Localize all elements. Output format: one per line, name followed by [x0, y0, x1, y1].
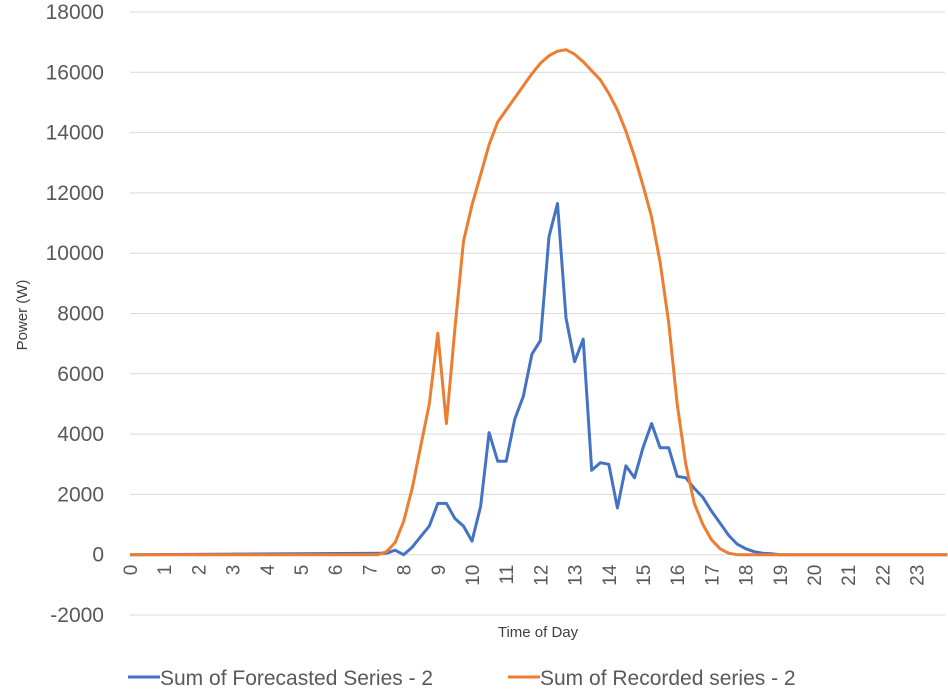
y-tick-label: 14000 — [46, 122, 104, 145]
legend-label-forecasted: Sum of Forecasted Series - 2 — [160, 667, 433, 690]
x-tick-label: 3 — [224, 565, 245, 576]
x-tick-label: 21 — [839, 565, 860, 586]
legend-label-recorded: Sum of Recorded series - 2 — [540, 667, 796, 690]
x-tick-label: 22 — [873, 565, 894, 586]
x-tick-label: 13 — [566, 565, 587, 586]
x-tick-label: 12 — [531, 565, 552, 586]
y-tick-label: 12000 — [46, 182, 104, 205]
x-tick-label: 14 — [600, 564, 621, 586]
x-tick-label: 5 — [292, 565, 313, 576]
x-tick-label: 11 — [497, 565, 518, 585]
y-tick-label: 10000 — [46, 242, 104, 265]
x-tick-label: 1 — [155, 565, 176, 576]
x-tick-label: 17 — [702, 565, 723, 586]
legend: Sum of Forecasted Series - 2 Sum of Reco… — [128, 667, 796, 690]
x-tick-label: 10 — [463, 565, 484, 586]
x-tick-label: 23 — [908, 565, 929, 586]
x-tick-label: 7 — [360, 565, 381, 576]
x-tick-label: 8 — [395, 565, 416, 576]
x-tick-label: 2 — [189, 565, 210, 576]
x-tick-label: 9 — [429, 565, 450, 576]
y-tick-label: 2000 — [57, 483, 104, 506]
x-tick-label: 0 — [121, 565, 142, 576]
y-tick-label: 18000 — [46, 1, 104, 24]
x-tick-label: 15 — [634, 565, 655, 586]
x-tick-label: 16 — [668, 565, 689, 586]
x-tick-label: 20 — [805, 565, 826, 586]
y-tick-label: 16000 — [46, 61, 104, 84]
gridlines — [130, 11, 945, 616]
x-tick-label: 6 — [326, 565, 347, 576]
x-tick-label: 19 — [771, 565, 792, 586]
y-tick-label: 4000 — [57, 423, 104, 446]
x-tick-label: 4 — [258, 564, 279, 575]
x-axis-label: Time of Day — [498, 624, 579, 641]
y-tick-labels: 18000 16000 14000 12000 10000 8000 6000 4000 200… — [46, 1, 104, 627]
series-line-forecasted — [129, 202, 948, 557]
x-tick-labels: 0 1 2 3 4 5 6 7 8 9 10 11 12 13 14 15 16 17 18 19 20 21 22 23 — [121, 564, 929, 586]
y-axis-label: Power (W) — [14, 280, 31, 351]
x-tick-label: 18 — [737, 565, 758, 586]
y-tick-label: 8000 — [57, 303, 104, 326]
series-line-recorded — [130, 48, 948, 557]
y-tick-label: -2000 — [50, 604, 104, 627]
y-tick-label: 0 — [92, 544, 104, 567]
y-tick-label: 6000 — [57, 363, 104, 386]
series-lines — [129, 48, 948, 557]
